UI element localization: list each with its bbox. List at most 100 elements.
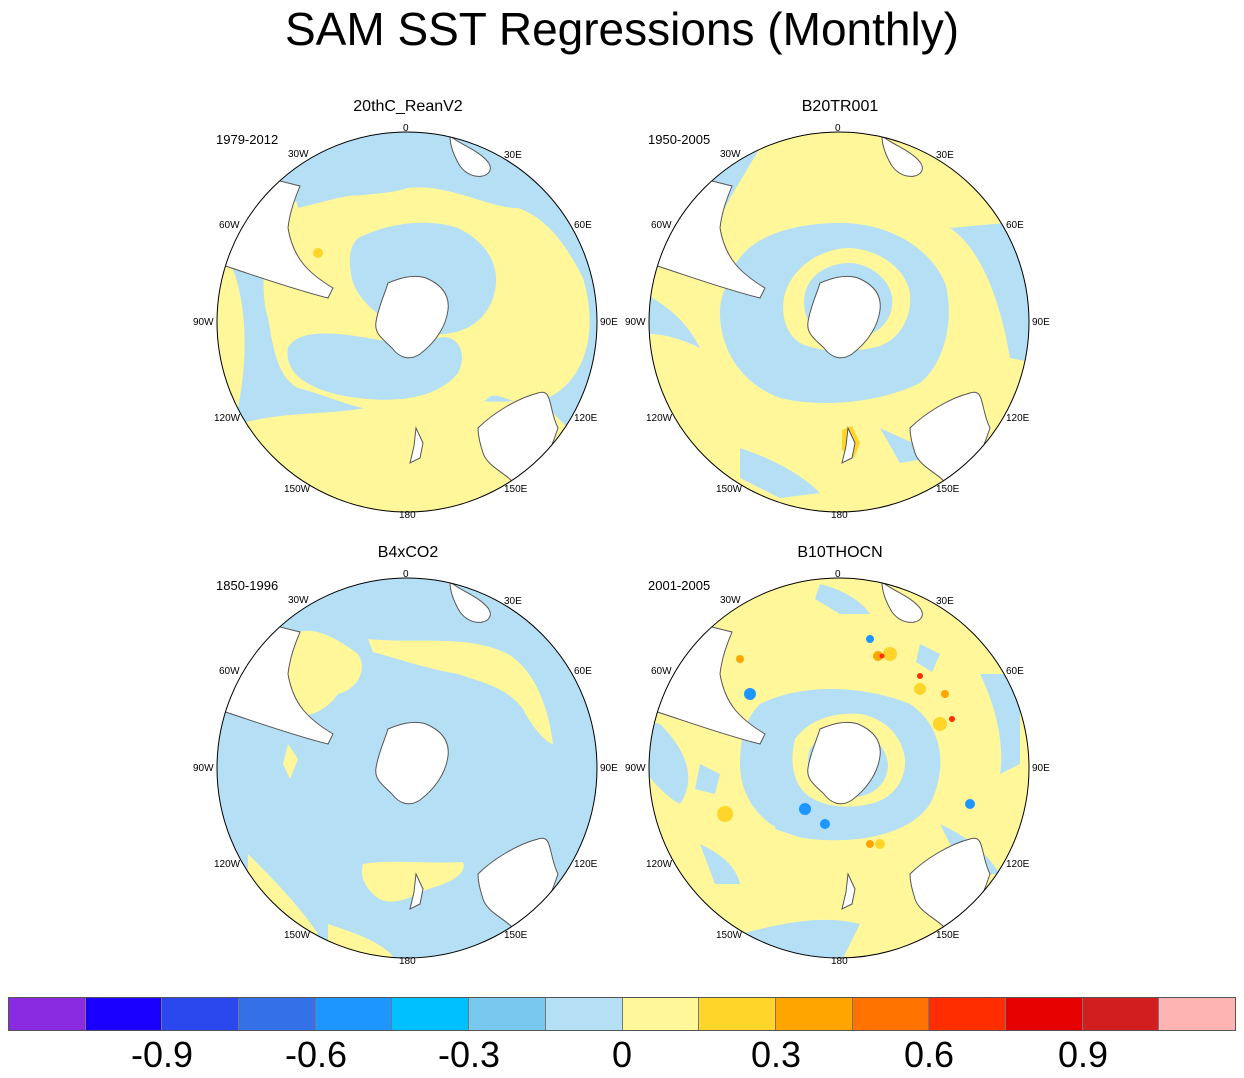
map-panel-b10thocn: B10THOCN 2001-2005 (620, 544, 1060, 974)
lon-label: 150W (284, 930, 311, 941)
lon-label: 60W (219, 666, 240, 677)
sst-contour-region (217, 248, 245, 418)
landmass (881, 134, 923, 177)
sst-contour-region (216, 131, 598, 513)
polar-map (648, 131, 1030, 513)
sst-contour-region (744, 688, 756, 700)
lon-label: 60E (574, 666, 592, 677)
lon-label: 30E (936, 150, 954, 161)
lon-label: 120E (574, 413, 598, 424)
sst-contour-region (950, 218, 1029, 368)
polar-map (216, 131, 598, 513)
lon-label: 150W (284, 484, 311, 495)
panel-period: 2001-2005 (648, 578, 711, 593)
lon-label: 90W (193, 317, 214, 328)
lon-label: 120E (1006, 859, 1030, 870)
panel-period: 1979-2012 (216, 132, 279, 147)
lon-label: 90W (625, 763, 646, 774)
sst-contour-region (820, 819, 830, 829)
colorbar-box (699, 998, 776, 1030)
landmass (449, 134, 491, 177)
lon-label: 0 (835, 569, 841, 580)
sst-contour-region (866, 840, 874, 848)
map-panel-b20tr001: B20TR001 1950-2005 0 30E 60E 90E 120E 15… (620, 98, 1060, 528)
lon-label: 120W (646, 413, 673, 424)
colorbar-box (1005, 998, 1083, 1030)
panel-title: 20thC_ReanV2 (353, 98, 463, 115)
landmass (409, 426, 424, 464)
colorbar-box (239, 998, 316, 1030)
colorbar-box (392, 998, 470, 1030)
lon-label: 180 (399, 956, 416, 967)
landmass (841, 426, 856, 464)
lon-label: 30W (288, 149, 309, 160)
colorbar-box (9, 998, 86, 1030)
panel-period: 1850-1996 (216, 578, 279, 593)
colorbar-tick-label: -0.6 (284, 1034, 348, 1075)
colorbar-box (622, 998, 700, 1030)
colorbar (8, 997, 1236, 1031)
panel-title: B20TR001 (801, 98, 879, 115)
sst-contour-region (965, 799, 975, 809)
colorbar-box (1159, 998, 1235, 1030)
landmass (807, 275, 881, 359)
sst-contour-region (283, 744, 298, 779)
sst-contour-region (866, 635, 874, 643)
lon-label: 30E (936, 596, 954, 607)
landmass (807, 721, 881, 805)
lon-label: 0 (403, 123, 409, 134)
landmass (375, 275, 449, 359)
panel-period: 1950-2005 (648, 132, 711, 147)
colorbar-box (315, 998, 393, 1030)
lon-label: 30W (288, 595, 309, 606)
lon-label: 60E (574, 220, 592, 231)
sst-contour-region (879, 653, 885, 659)
sst-contour-region (917, 673, 923, 679)
colorbar-box (1082, 998, 1160, 1030)
sst-contour-region (649, 714, 689, 804)
sst-contour-region (368, 639, 553, 744)
lon-label: 90W (193, 763, 214, 774)
polar-map (216, 577, 598, 959)
colorbar-box (929, 998, 1006, 1030)
colorbar-box (469, 998, 546, 1030)
lon-label: 90E (1032, 317, 1050, 328)
sst-contour-region (873, 651, 883, 661)
colorbar-box (85, 998, 163, 1030)
polar-map (648, 577, 1030, 959)
lon-label: 150E (936, 930, 960, 941)
sst-contour-region (933, 717, 947, 731)
lon-label: 60W (651, 220, 672, 231)
lon-label: 60W (219, 220, 240, 231)
colorbar-box (775, 998, 853, 1030)
sst-contour-region (875, 839, 885, 849)
sst-contour-region (914, 683, 926, 695)
sst-contour-region (740, 448, 820, 498)
sst-contour-region (287, 630, 362, 716)
sst-contour-region (348, 371, 358, 381)
sst-contour-region (815, 584, 870, 614)
sst-contour-region (916, 644, 940, 672)
colorbar-box (545, 998, 623, 1030)
landmass (409, 872, 424, 910)
sst-contour-region (883, 647, 897, 661)
landmass (841, 872, 856, 910)
lon-label: 150E (936, 484, 960, 495)
lon-label: 120E (574, 859, 598, 870)
colorbar-tick-label: 0.9 (1057, 1034, 1109, 1075)
lon-label: 180 (399, 510, 416, 521)
lon-label: 150W (716, 930, 743, 941)
landmass (449, 580, 491, 623)
colorbar-tick-label: -0.9 (130, 1034, 194, 1075)
lon-label: 120W (214, 859, 241, 870)
lon-label: 180 (831, 956, 848, 967)
lon-label: 150E (504, 484, 528, 495)
landmass (375, 721, 449, 805)
sst-contour-region (799, 803, 811, 815)
lon-label: 30W (720, 149, 741, 160)
lon-label: 60E (1006, 666, 1024, 677)
lon-label: 30E (504, 596, 522, 607)
lon-label: 30W (720, 595, 741, 606)
map-panel-b4xco2: B4xCO2 1850-1996 0 30E 60E 90E 120E 150E… (188, 544, 628, 974)
sst-contour-region (949, 716, 955, 722)
